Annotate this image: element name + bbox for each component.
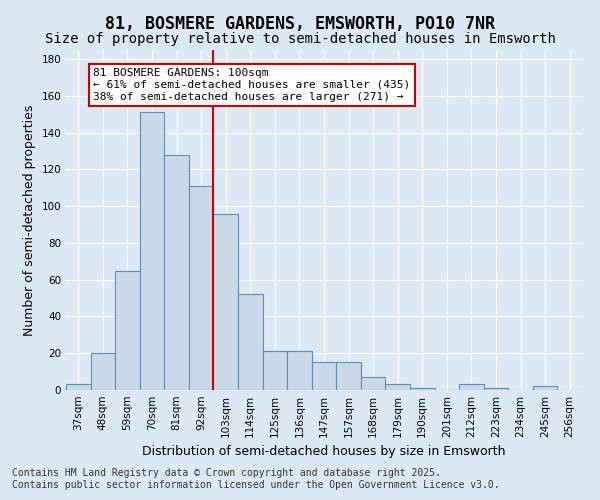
Y-axis label: Number of semi-detached properties: Number of semi-detached properties: [23, 104, 36, 336]
Bar: [140, 112, 164, 390]
Bar: [385, 384, 410, 390]
Bar: [66, 384, 91, 390]
Bar: [189, 186, 214, 390]
Bar: [214, 214, 238, 390]
X-axis label: Distribution of semi-detached houses by size in Emsworth: Distribution of semi-detached houses by …: [142, 446, 506, 458]
Bar: [410, 388, 434, 390]
Bar: [533, 386, 557, 390]
Text: Size of property relative to semi-detached houses in Emsworth: Size of property relative to semi-detach…: [44, 32, 556, 46]
Bar: [91, 353, 115, 390]
Text: 81 BOSMERE GARDENS: 100sqm
← 61% of semi-detached houses are smaller (435)
38% o: 81 BOSMERE GARDENS: 100sqm ← 61% of semi…: [93, 68, 410, 102]
Bar: [287, 352, 312, 390]
Bar: [238, 294, 263, 390]
Bar: [484, 388, 508, 390]
Bar: [164, 155, 189, 390]
Text: 81, BOSMERE GARDENS, EMSWORTH, PO10 7NR: 81, BOSMERE GARDENS, EMSWORTH, PO10 7NR: [105, 15, 495, 33]
Text: Contains HM Land Registry data © Crown copyright and database right 2025.
Contai: Contains HM Land Registry data © Crown c…: [12, 468, 500, 490]
Bar: [263, 352, 287, 390]
Bar: [459, 384, 484, 390]
Bar: [336, 362, 361, 390]
Bar: [115, 270, 140, 390]
Bar: [312, 362, 336, 390]
Bar: [361, 377, 385, 390]
